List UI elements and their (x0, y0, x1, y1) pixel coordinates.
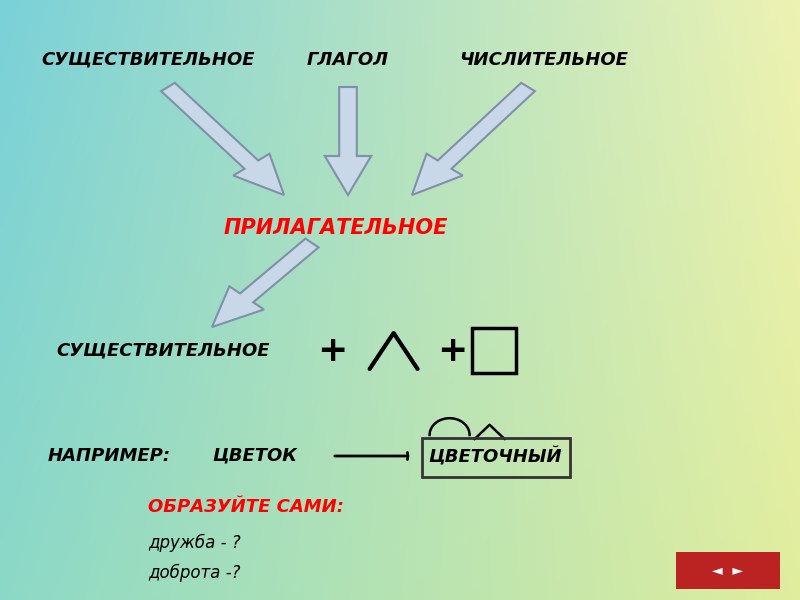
Polygon shape (161, 83, 284, 195)
Text: ЦВЕТОК: ЦВЕТОК (212, 447, 297, 465)
Text: ОБРАЗУЙТЕ САМИ:: ОБРАЗУЙТЕ САМИ: (148, 498, 344, 516)
Text: дружба - ?: дружба - ? (148, 534, 241, 552)
Text: СУЩЕСТВИТЕЛЬНОЕ: СУЩЕСТВИТЕЛЬНОЕ (42, 51, 254, 69)
Text: СУЩЕСТВИТЕЛЬНОЕ: СУЩЕСТВИТЕЛЬНОЕ (56, 342, 270, 360)
Polygon shape (212, 239, 318, 327)
Text: доброта -?: доброта -? (148, 564, 241, 582)
Text: ЧИСЛИТЕЛЬНОЕ: ЧИСЛИТЕЛЬНОЕ (459, 51, 629, 69)
Text: ЦВЕТОЧНЫЙ: ЦВЕТОЧНЫЙ (428, 446, 562, 466)
Text: НАПРИМЕР:: НАПРИМЕР: (48, 447, 171, 465)
Polygon shape (325, 87, 371, 195)
Text: ◄  ►: ◄ ► (713, 563, 743, 578)
Text: +: + (437, 334, 467, 368)
FancyBboxPatch shape (676, 552, 780, 589)
Polygon shape (412, 83, 535, 195)
Text: +: + (317, 334, 347, 368)
Text: ГЛАГОЛ: ГЛАГОЛ (307, 51, 389, 69)
Text: ПРИЛАГАТЕЛЬНОЕ: ПРИЛАГАТЕЛЬНОЕ (224, 218, 448, 238)
